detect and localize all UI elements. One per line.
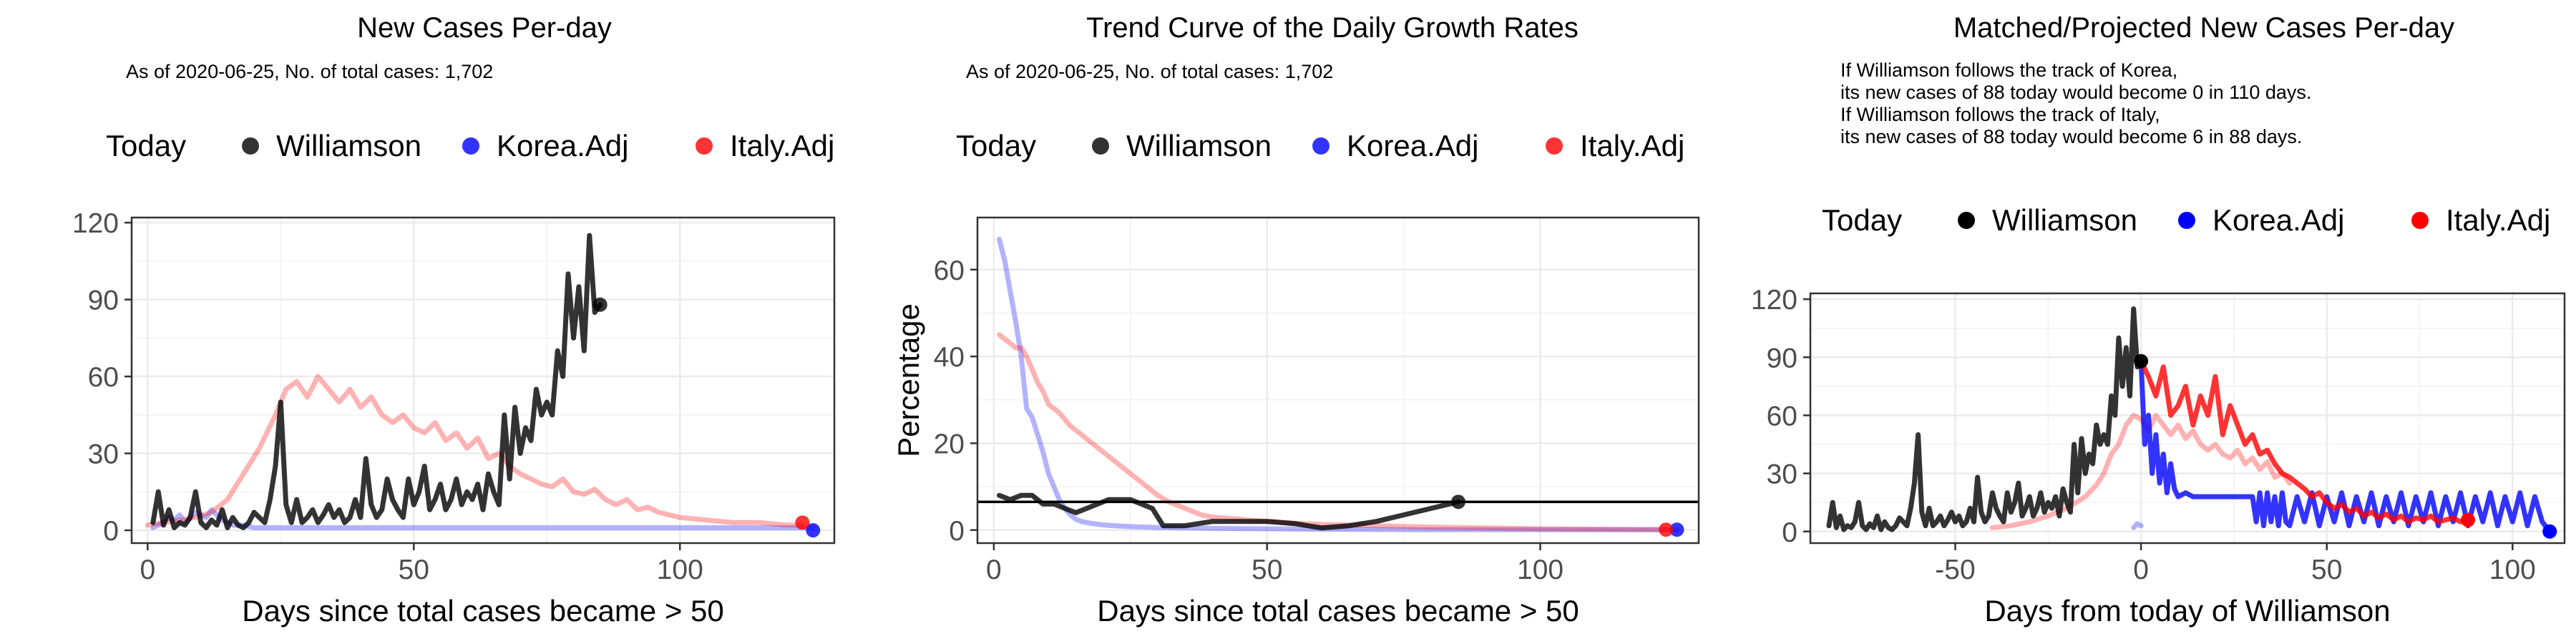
legend-label: Italy.Adj xyxy=(1580,129,1684,162)
series-layer xyxy=(1826,306,2557,539)
legend-swatch-korea-adj xyxy=(2178,212,2195,229)
series-line-italy-adj-projected xyxy=(2138,358,2471,525)
legend-swatch-williamson xyxy=(242,137,259,155)
chart-panel-3: Matched/Projected New Cases Per-day If Wi… xyxy=(1751,12,2566,628)
today-point-italy-adj xyxy=(795,515,810,530)
legend-swatch-korea-adj xyxy=(462,137,479,155)
legend: Today Williamson Korea.Adj Italy.Adj xyxy=(956,129,1684,162)
chart-subtitle: As of 2020-06-25, No. of total cases: 1,… xyxy=(966,61,1333,82)
chart-annotation-line: its new cases of 88 today would become 6… xyxy=(1840,126,2302,147)
legend-swatch-italy-adj xyxy=(1546,137,1563,155)
plot-area xyxy=(132,218,834,543)
grid xyxy=(132,218,834,543)
chart-annotation-line: If Williamson follows the track of Korea… xyxy=(1840,59,2177,81)
chart-subtitle: As of 2020-06-25, No. of total cases: 1,… xyxy=(126,61,493,82)
legend-swatch-italy-adj xyxy=(2411,212,2429,229)
y-tick-label: 0 xyxy=(949,516,965,547)
today-point-korea-adj xyxy=(1669,522,1684,537)
x-tick-label: 100 xyxy=(657,555,703,585)
series-line-williamson xyxy=(150,233,603,530)
x-tick-label: 50 xyxy=(1252,555,1282,585)
x-tick-label: 100 xyxy=(2489,555,2536,585)
legend-label: Korea.Adj xyxy=(1347,129,1478,162)
legend-label: Italy.Adj xyxy=(730,129,834,162)
y-tick-label: 120 xyxy=(1751,285,1797,316)
y-tick-label: 120 xyxy=(72,208,119,239)
chart-title: Matched/Projected New Cases Per-day xyxy=(1953,12,2454,44)
chart-annotation-line: If Williamson follows the track of Italy… xyxy=(1840,104,2160,125)
legend: Today Williamson Korea.Adj Italy.Adj xyxy=(1822,203,2550,237)
x-tick-label: 100 xyxy=(1517,555,1563,585)
y-tick-label: 90 xyxy=(1767,343,1797,374)
x-tick-label: 0 xyxy=(140,555,155,585)
legend-label: Williamson xyxy=(276,129,421,162)
series-line-korea-adj-matched xyxy=(2131,521,2144,530)
legend-swatch-williamson xyxy=(1092,137,1109,155)
plot-border xyxy=(1809,292,2566,545)
series-line-williamson xyxy=(1826,306,2144,532)
series-line-italy-adj-matched xyxy=(1989,412,2293,530)
today-point-williamson xyxy=(1451,494,1465,509)
y-tick-label: 0 xyxy=(103,516,119,547)
series-layer xyxy=(977,236,1699,537)
y-tick-label: 40 xyxy=(934,342,965,373)
legend-title: Today xyxy=(106,129,186,162)
legend-swatch-italy-adj xyxy=(696,137,713,155)
y-tick-label: 60 xyxy=(88,362,119,393)
y-tick-label: 30 xyxy=(88,439,119,470)
x-axis-label: Days from today of Williamson xyxy=(1984,594,2390,628)
y-tick-label: 20 xyxy=(934,429,965,459)
today-point-italy-adj xyxy=(1659,522,1674,537)
x-tick-label: 50 xyxy=(399,555,429,585)
legend-label: Italy.Adj xyxy=(2446,203,2550,237)
y-tick-label: 0 xyxy=(1782,517,1797,548)
x-axis-label: Days since total cases became > 50 xyxy=(1097,594,1579,628)
chart-title: Trend Curve of the Daily Growth Rates xyxy=(1086,12,1579,44)
legend-title: Today xyxy=(1822,203,1902,237)
series-line-korea-adj xyxy=(997,236,1679,532)
y-tick-label: 60 xyxy=(934,255,965,286)
today-point-williamson xyxy=(2134,353,2149,369)
today-point-italy-adj xyxy=(2461,512,2476,527)
plot-area xyxy=(977,218,1699,543)
plot-area xyxy=(1810,293,2565,543)
x-tick-label: -50 xyxy=(1935,555,1975,585)
x-tick-label: 50 xyxy=(2311,555,2342,585)
legend-label: Williamson xyxy=(1992,203,2137,237)
today-point-korea-adj xyxy=(806,523,821,538)
legend-swatch-korea-adj xyxy=(1312,137,1330,155)
today-point-korea-adj xyxy=(2542,524,2557,539)
y-axis-label: Percentage xyxy=(892,303,925,457)
x-tick-label: 0 xyxy=(2133,555,2149,585)
legend: Today Williamson Korea.Adj Italy.Adj xyxy=(106,129,834,162)
legend-label: Williamson xyxy=(1126,129,1272,162)
legend-label: Korea.Adj xyxy=(2212,203,2344,237)
chart-panel-1: New Cases Per-day As of 2020-06-25, No. o… xyxy=(72,12,836,628)
legend-label: Korea.Adj xyxy=(497,129,628,162)
x-axis-label: Days since total cases became > 50 xyxy=(242,594,724,628)
chart-title: New Cases Per-day xyxy=(357,12,612,44)
plot-border xyxy=(976,216,1700,545)
y-tick-label: 60 xyxy=(1767,401,1797,431)
x-tick-label: 0 xyxy=(986,555,1002,585)
legend-title: Today xyxy=(956,129,1036,162)
today-point-williamson xyxy=(592,297,608,312)
y-tick-label: 30 xyxy=(1767,459,1797,490)
legend-swatch-williamson xyxy=(1958,212,1975,229)
series-line-williamson xyxy=(997,492,1461,531)
chart-panel-2: Trend Curve of the Daily Growth Rates As … xyxy=(892,12,1700,628)
plot-border xyxy=(130,216,836,545)
grid xyxy=(1810,293,2565,543)
y-tick-label: 90 xyxy=(88,286,119,316)
grid xyxy=(977,218,1699,543)
chart-annotation-line: its new cases of 88 today would become 0… xyxy=(1840,82,2311,103)
series-layer xyxy=(145,233,821,538)
